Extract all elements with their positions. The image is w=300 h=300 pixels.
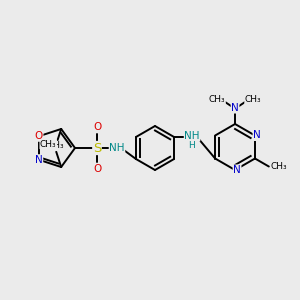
Text: CH₃: CH₃ (245, 95, 261, 104)
Text: H: H (188, 140, 194, 149)
Text: CH₃: CH₃ (271, 162, 287, 171)
Text: N: N (233, 165, 241, 175)
Text: NH: NH (184, 131, 200, 141)
Text: CH₃: CH₃ (209, 95, 225, 104)
Text: N: N (231, 103, 239, 113)
Text: NH: NH (109, 143, 125, 153)
Text: N: N (253, 130, 261, 140)
Text: O: O (35, 131, 43, 141)
Text: CH₃: CH₃ (40, 140, 56, 149)
Text: N: N (35, 155, 43, 165)
Text: CH₃: CH₃ (48, 141, 64, 150)
Text: S: S (93, 142, 101, 154)
Text: O: O (93, 122, 101, 132)
Text: O: O (93, 164, 101, 174)
